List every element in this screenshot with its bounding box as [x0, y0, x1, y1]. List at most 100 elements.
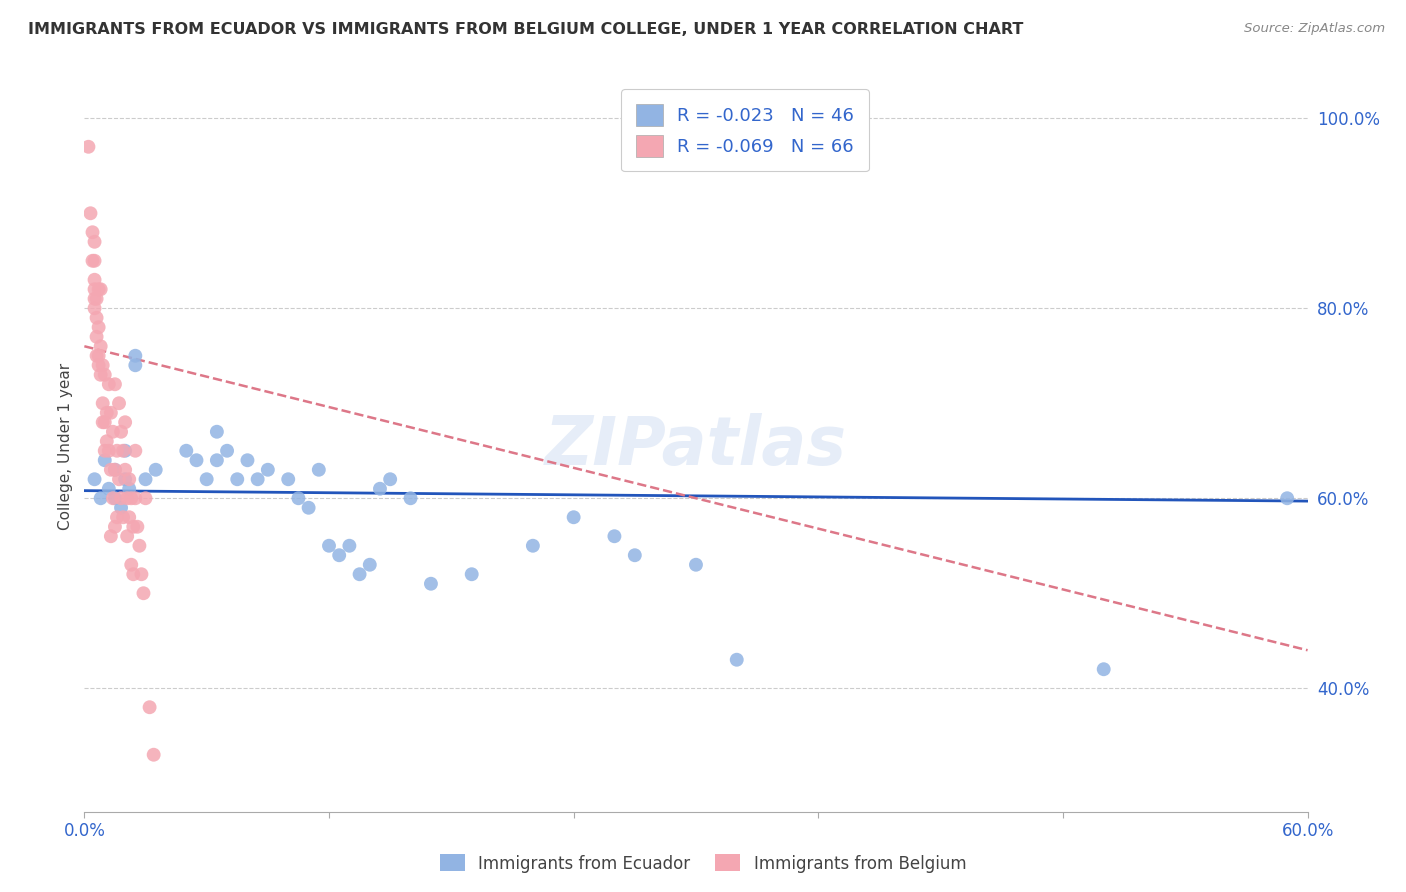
Point [287, 491, 309, 506]
Point [83, 292, 105, 306]
Point [83, 472, 105, 486]
Point [87, 320, 110, 334]
Point [91, 358, 114, 372]
Point [236, 453, 259, 467]
Point [195, 472, 218, 486]
Point [380, 472, 402, 486]
Point [86, 349, 108, 363]
Point [100, 406, 122, 420]
Point [100, 463, 122, 477]
Point [104, 463, 127, 477]
Point [298, 500, 321, 515]
Point [135, 472, 157, 486]
Point [145, 463, 167, 477]
Point [124, 491, 146, 506]
Point [349, 567, 371, 582]
Y-axis label: College, Under 1 year: College, Under 1 year [58, 362, 73, 530]
Point [124, 358, 146, 372]
Point [90, 491, 112, 506]
Point [420, 576, 443, 591]
Point [685, 558, 707, 572]
Point [461, 567, 484, 582]
Point [87, 349, 110, 363]
Point [101, 425, 124, 439]
Point [104, 520, 127, 534]
Point [257, 463, 280, 477]
Point [124, 349, 146, 363]
Point [246, 472, 269, 486]
Point [91, 415, 114, 429]
Point [135, 491, 157, 506]
Point [226, 472, 249, 486]
Point [100, 529, 122, 543]
Point [91, 396, 114, 410]
Point [86, 330, 108, 344]
Point [83, 301, 105, 316]
Point [122, 567, 145, 582]
Point [96, 434, 118, 449]
Point [83, 273, 105, 287]
Point [97, 377, 120, 392]
Point [131, 567, 153, 582]
Point [205, 453, 228, 467]
Point [128, 539, 150, 553]
Point [205, 425, 228, 439]
Point [105, 443, 128, 458]
Point [108, 472, 131, 486]
Point [77, 140, 100, 154]
Text: IMMIGRANTS FROM ECUADOR VS IMMIGRANTS FROM BELGIUM COLLEGE, UNDER 1 YEAR CORRELA: IMMIGRANTS FROM ECUADOR VS IMMIGRANTS FR… [28, 22, 1024, 37]
Point [112, 510, 135, 524]
Point [603, 529, 626, 543]
Point [114, 472, 136, 486]
Point [101, 491, 124, 506]
Point [217, 443, 239, 458]
Point [97, 443, 120, 458]
Point [368, 482, 391, 496]
Point [82, 253, 104, 268]
Point [90, 368, 112, 382]
Point [114, 463, 136, 477]
Point [104, 463, 127, 477]
Point [132, 586, 155, 600]
Point [308, 463, 330, 477]
Point [93, 443, 115, 458]
Point [104, 377, 127, 392]
Point [83, 235, 105, 249]
Point [86, 292, 108, 306]
Point [118, 510, 141, 524]
Point [562, 510, 585, 524]
Point [359, 558, 381, 572]
Point [1092, 662, 1115, 676]
Point [142, 747, 165, 762]
Point [110, 425, 132, 439]
Point [112, 443, 135, 458]
Point [118, 482, 141, 496]
Point [97, 482, 120, 496]
Point [83, 253, 105, 268]
Point [114, 415, 136, 429]
Point [108, 396, 131, 410]
Point [105, 510, 128, 524]
Point [110, 491, 132, 506]
Point [115, 491, 138, 506]
Point [96, 406, 118, 420]
Point [127, 520, 149, 534]
Point [174, 443, 197, 458]
Point [104, 491, 127, 506]
Point [339, 539, 361, 553]
Point [115, 529, 138, 543]
Point [1277, 491, 1299, 506]
Legend: Immigrants from Ecuador, Immigrants from Belgium: Immigrants from Ecuador, Immigrants from… [433, 847, 973, 880]
Point [82, 225, 104, 239]
Text: ZIPatlas: ZIPatlas [546, 413, 846, 479]
Point [79, 206, 101, 220]
Point [118, 472, 141, 486]
Point [120, 558, 142, 572]
Point [93, 415, 115, 429]
Point [122, 520, 145, 534]
Point [87, 282, 110, 296]
Point [86, 310, 108, 325]
Point [328, 548, 350, 562]
Point [138, 700, 160, 714]
Point [186, 453, 208, 467]
